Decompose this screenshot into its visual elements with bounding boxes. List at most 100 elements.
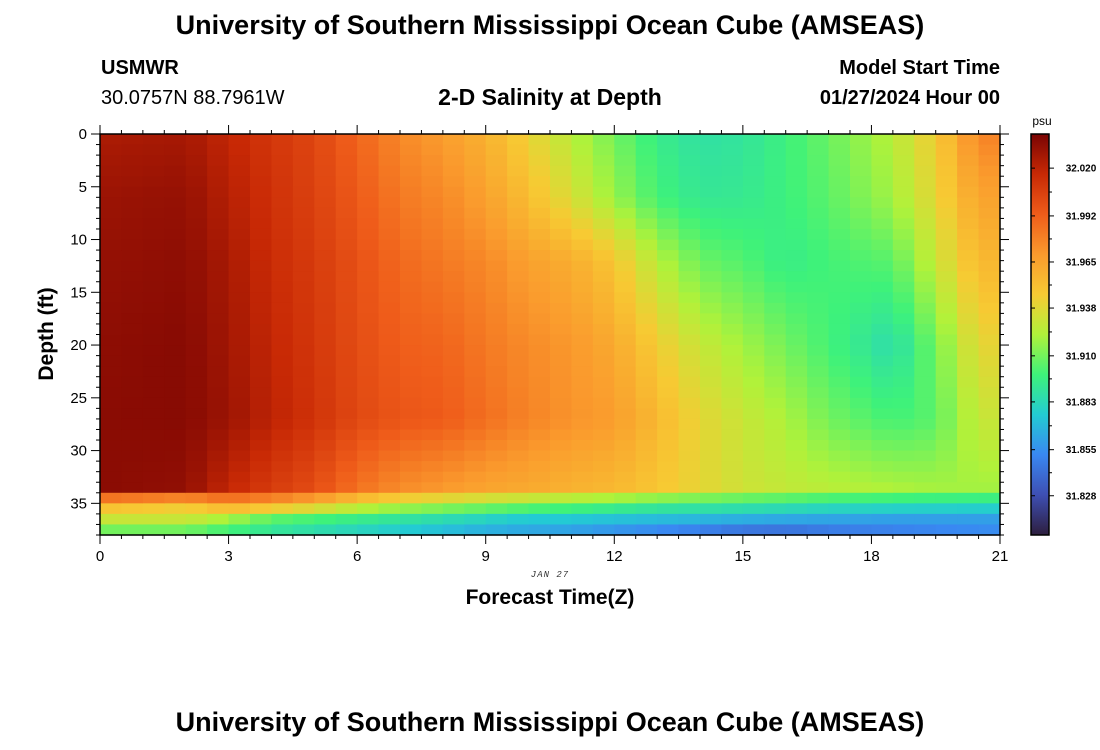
- heatmap-cell: [528, 176, 551, 188]
- heatmap-cell: [742, 134, 765, 146]
- heatmap-cell: [421, 313, 444, 325]
- heatmap-cell: [785, 197, 808, 209]
- heatmap-cell: [614, 334, 637, 346]
- heatmap-cell: [507, 155, 530, 167]
- heatmap-cell: [550, 471, 573, 483]
- heatmap-cell: [892, 524, 915, 536]
- heatmap-cell: [507, 218, 530, 230]
- heatmap-cell: [507, 387, 530, 399]
- heatmap-cell: [292, 281, 315, 293]
- axis-ticks: [91, 125, 1009, 544]
- heatmap-cell: [978, 450, 1001, 462]
- heatmap-cell: [400, 450, 423, 462]
- heatmap-cell: [700, 397, 723, 409]
- heatmap-cell: [464, 492, 487, 504]
- heatmap-cell: [550, 440, 573, 452]
- heatmap-cell: [378, 176, 401, 188]
- heatmap-cell: [828, 345, 851, 357]
- heatmap-cell: [914, 186, 937, 198]
- heatmap-cell: [357, 323, 380, 336]
- heatmap-cell: [592, 292, 615, 304]
- heatmap-cell: [271, 323, 294, 336]
- heatmap-cell: [592, 134, 615, 146]
- heatmap-cell: [550, 429, 573, 441]
- y-tick-label: 25: [70, 390, 87, 407]
- heatmap-cell: [271, 155, 294, 167]
- heatmap-cell: [400, 218, 423, 230]
- heatmap-cell: [207, 471, 230, 483]
- heatmap-cell: [828, 176, 851, 188]
- heatmap-cell: [592, 355, 615, 367]
- heatmap-cell: [614, 144, 637, 156]
- heatmap-cell: [785, 239, 808, 251]
- heatmap-cell: [785, 345, 808, 357]
- heatmap-cell: [592, 155, 615, 167]
- heatmap-cell: [485, 155, 508, 167]
- heatmap-cell: [614, 408, 637, 420]
- heatmap-cell: [185, 197, 208, 209]
- heatmap-cell: [742, 281, 765, 293]
- heatmap-cell: [185, 323, 208, 336]
- heatmap-cells: [100, 134, 1001, 536]
- heatmap-cell: [250, 144, 273, 156]
- heatmap-cell: [764, 197, 787, 209]
- heatmap-cell: [100, 207, 123, 220]
- heatmap-cell: [185, 218, 208, 230]
- heatmap-cell: [914, 355, 937, 367]
- heatmap-cell: [721, 260, 744, 272]
- heatmap-cell: [742, 176, 765, 188]
- heatmap-cell: [314, 271, 337, 283]
- heatmap-cell: [807, 260, 830, 272]
- heatmap-cell: [828, 408, 851, 420]
- heatmap-cell: [850, 165, 873, 177]
- heatmap-cell: [957, 228, 980, 241]
- heatmap-cell: [807, 440, 830, 452]
- heatmap-cell: [464, 450, 487, 462]
- heatmap-cell: [935, 471, 958, 483]
- heatmap-cell: [207, 492, 230, 504]
- heatmap-cell: [507, 355, 530, 367]
- heatmap-cell: [978, 155, 1001, 167]
- heatmap-cell: [978, 271, 1001, 283]
- heatmap-cell: [871, 471, 894, 483]
- heatmap-cell: [550, 366, 573, 378]
- heatmap-cell: [657, 482, 680, 494]
- heatmap-cell: [721, 302, 744, 314]
- heatmap-cell: [185, 271, 208, 283]
- heatmap-cell: [357, 313, 380, 325]
- heatmap-cell: [335, 482, 358, 494]
- heatmap-cell: [400, 186, 423, 198]
- heatmap-cell: [185, 461, 208, 473]
- heatmap-cell: [828, 155, 851, 167]
- heatmap-cell: [635, 355, 658, 367]
- heatmap-cell: [421, 281, 444, 293]
- heatmap-cell: [528, 250, 551, 262]
- heatmap-cell: [978, 408, 1001, 420]
- heatmap-cell: [935, 207, 958, 220]
- heatmap-cell: [271, 408, 294, 420]
- heatmap-cell: [142, 492, 165, 504]
- heatmap-cell: [571, 271, 594, 283]
- heatmap-cell: [892, 260, 915, 272]
- heatmap-cell: [592, 524, 615, 536]
- heatmap-cell: [978, 186, 1001, 198]
- heatmap-cell: [614, 461, 637, 473]
- heatmap-cell: [228, 260, 251, 272]
- heatmap-cell: [957, 271, 980, 283]
- heatmap-cell: [121, 134, 144, 146]
- heatmap-cell: [764, 440, 787, 452]
- heatmap-cell: [935, 376, 958, 388]
- heatmap-cell: [914, 313, 937, 325]
- heatmap-cell: [464, 366, 487, 378]
- heatmap-cell: [292, 387, 315, 399]
- heatmap-cell: [742, 492, 765, 504]
- heatmap-cell: [250, 461, 273, 473]
- heatmap-cell: [100, 492, 123, 504]
- heatmap-cell: [507, 334, 530, 346]
- heatmap-cell: [742, 503, 765, 515]
- heatmap-cell: [721, 524, 744, 536]
- heatmap-cell: [957, 397, 980, 409]
- heatmap-cell: [378, 503, 401, 515]
- heatmap-cell: [357, 218, 380, 230]
- heatmap-cell: [721, 345, 744, 357]
